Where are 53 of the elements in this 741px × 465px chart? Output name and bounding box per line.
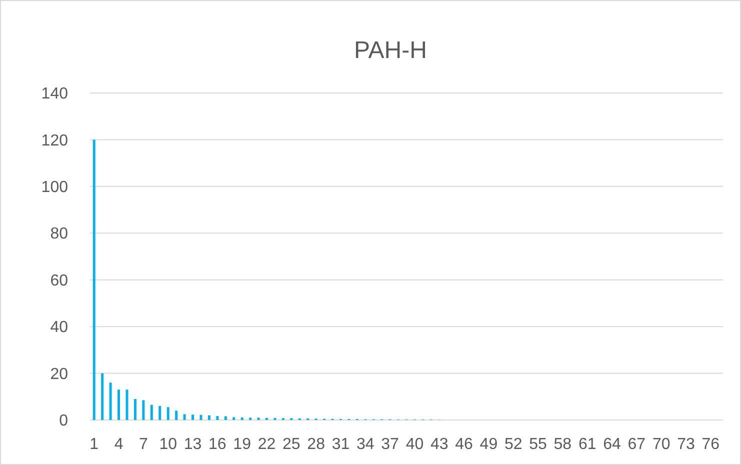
bar [216,416,219,420]
x-tick-label: 70 [652,436,670,453]
x-tick-label: 52 [504,436,522,453]
bar [232,417,236,420]
x-tick-label: 55 [529,436,548,453]
bar [224,416,227,420]
y-tick-label: 120 [41,132,68,150]
y-tick-label: 0 [59,412,68,430]
y-tick-label: 80 [50,226,68,243]
x-tick-label: 37 [381,436,400,453]
chart-title: PAH-H [354,37,427,64]
x-tick-label: 61 [578,436,596,453]
x-tick-label: 64 [603,436,622,453]
bar [134,398,136,420]
x-tick-label: 76 [702,436,720,453]
bar [142,400,145,420]
x-tick-label: 73 [677,436,696,453]
y-tick-label: 140 [41,86,68,103]
y-tick-label: 40 [50,319,68,336]
x-tick-label: 1 [90,436,99,453]
x-tick-label: 46 [455,436,474,453]
x-tick-label: 13 [184,436,202,453]
x-tick-label: 67 [628,436,646,453]
bar [175,410,178,420]
bar [118,390,120,420]
x-tick-label: 49 [480,436,498,453]
bar [109,382,112,420]
bar [92,140,96,420]
bar [192,414,194,420]
x-tick-label: 25 [282,436,300,453]
bar [183,414,186,420]
bar [166,407,170,420]
x-tick-label: 16 [208,436,226,453]
x-tick-label: 4 [114,436,124,453]
bar [240,417,244,420]
x-tick-label: 31 [332,436,350,453]
bar [150,404,153,420]
x-tick-label: 22 [258,436,276,453]
x-tick-label: 40 [406,436,424,453]
bar [208,415,210,420]
x-tick-label: 43 [430,436,448,453]
x-tick-label: 19 [233,436,252,453]
bar [158,406,162,420]
y-tick-label: 100 [41,179,68,196]
x-tick-label: 58 [554,436,572,453]
x-tick-label: 10 [159,436,178,453]
x-tick-label: 7 [138,436,148,453]
y-tick-label: 20 [50,366,68,383]
y-tick-label: 60 [50,272,68,290]
bar [200,414,202,420]
bar [101,373,104,420]
x-tick-label: 28 [307,436,326,453]
x-tick-label: 34 [356,436,374,453]
